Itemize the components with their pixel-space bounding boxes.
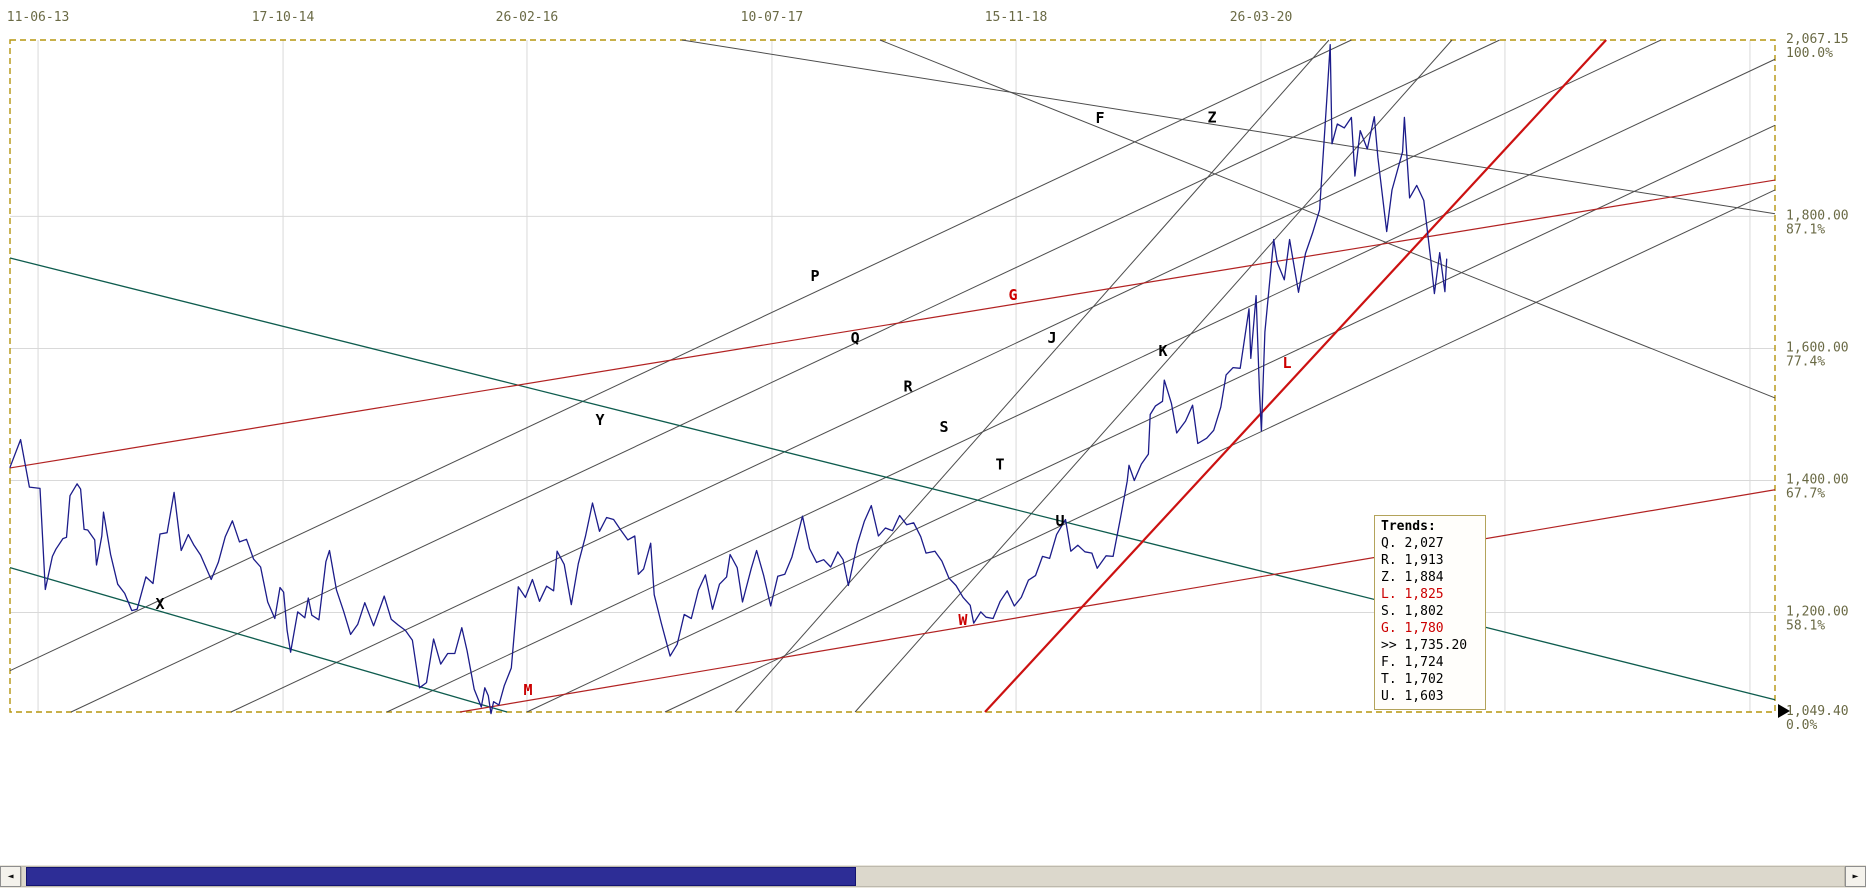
trend-line-M[interactable] <box>459 489 1776 713</box>
percent-axis-label: 67.7% <box>1786 487 1825 502</box>
percent-axis-label: 87.1% <box>1786 222 1825 237</box>
scrollbar-track[interactable] <box>21 866 1845 887</box>
trends-item-T: T. 1,702 <box>1381 672 1444 687</box>
trends-item-F: F. 1,724 <box>1381 655 1444 670</box>
trend-line-X[interactable] <box>9 567 508 713</box>
date-axis-label: 26-03-20 <box>1230 10 1293 25</box>
trend-line-label-M: M <box>524 681 533 699</box>
trends-item-S: S. 1,802 <box>1381 604 1444 619</box>
trend-line-label-W: W <box>958 611 968 629</box>
trend-line-label-Y: Y <box>596 411 605 429</box>
trend-line-K[interactable] <box>854 39 1453 713</box>
date-axis-label: 10-07-17 <box>741 10 804 25</box>
trend-line-label-K: K <box>1159 342 1168 360</box>
horizontal-scrollbar[interactable]: ◄ ► <box>0 865 1866 888</box>
trends-panel: Trends: Q. 2,027 R. 1,913 Z. 1,884 L. 1,825… <box>1374 515 1486 710</box>
trend-line-label-Z: Z <box>1207 108 1216 126</box>
trend-line-label-R: R <box>904 378 914 396</box>
trend-line-label-P: P <box>811 267 820 285</box>
trend-line-F[interactable] <box>879 39 1776 399</box>
trend-line-P[interactable] <box>9 39 1352 672</box>
date-axis-label: 15-11-18 <box>985 10 1048 25</box>
date-axis-label: 26-02-16 <box>496 10 559 25</box>
scroll-right-button[interactable]: ► <box>1845 866 1866 887</box>
trend-line-label-G: G <box>1009 286 1018 304</box>
trends-item-L: L. 1,825 <box>1381 587 1444 602</box>
trend-line-label-T: T <box>995 456 1004 474</box>
trend-line-label-S: S <box>940 418 949 436</box>
price-chart-canvas[interactable]: F Z P G Q J K R S Y T U X M W L 11-06-13 17-10-14 26-02-16… <box>0 0 1866 864</box>
trend-line-L[interactable] <box>984 39 1607 713</box>
trends-item-Z: Z. 1,884 <box>1381 570 1444 585</box>
trend-line-label-L: L <box>1282 354 1291 372</box>
price-axis-label: 1,200.00 <box>1786 605 1849 620</box>
right-arrow-icon: ► <box>1852 871 1859 882</box>
chart-border <box>9 39 1776 713</box>
trend-line-label-J: J <box>1048 329 1057 347</box>
price-series-line <box>9 44 1448 715</box>
trends-title: Trends: <box>1381 519 1436 534</box>
trends-item-U: U. 1,603 <box>1381 689 1444 704</box>
trend-line-J[interactable] <box>734 39 1330 713</box>
trend-line-label-X: X <box>156 595 165 613</box>
scroll-left-button[interactable]: ◄ <box>0 866 21 887</box>
trends-item-last: >> 1,735.20 <box>1381 638 1468 653</box>
trend-line-label-Q: Q <box>851 329 860 347</box>
percent-axis-label: 77.4% <box>1786 354 1825 369</box>
trend-line-Z[interactable] <box>681 39 1776 215</box>
trend-line-S[interactable] <box>386 58 1776 713</box>
axis-end-marker-icon <box>1778 704 1790 718</box>
price-axis-label: 1,600.00 <box>1786 340 1849 355</box>
price-axis-label: 1,800.00 <box>1786 208 1849 223</box>
price-axis-label: 1,049.40 <box>1786 704 1849 719</box>
trend-line-label-U: U <box>1055 512 1064 530</box>
percent-axis-label: 100.0% <box>1786 46 1833 61</box>
trend-line-U[interactable] <box>664 189 1776 713</box>
trends-item-Q: Q. 2,027 <box>1381 536 1444 551</box>
trends-item-G: G. 1,780 <box>1381 621 1444 636</box>
trends-item-R: R. 1,913 <box>1381 553 1444 568</box>
trend-line-T[interactable] <box>526 124 1776 713</box>
percent-axis-label: 58.1% <box>1786 619 1825 634</box>
trend-line-label-F: F <box>1096 109 1105 127</box>
price-axis-label: 2,067.15 <box>1786 32 1849 47</box>
trend-line-R[interactable] <box>230 39 1662 713</box>
left-arrow-icon: ◄ <box>7 871 14 882</box>
date-axis-label: 11-06-13 <box>7 10 70 25</box>
trend-line-G[interactable] <box>9 179 1776 469</box>
trends-list: Q. 2,027 R. 1,913 Z. 1,884 L. 1,825 S. 1,802… <box>1381 535 1481 705</box>
price-axis-label: 1,400.00 <box>1786 473 1849 488</box>
date-axis-label: 17-10-14 <box>252 10 315 25</box>
percent-axis-label: 0.0% <box>1786 718 1817 733</box>
scrollbar-thumb[interactable] <box>25 867 857 886</box>
